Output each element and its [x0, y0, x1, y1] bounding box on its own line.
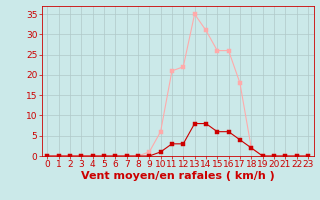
X-axis label: Vent moyen/en rafales ( km/h ): Vent moyen/en rafales ( km/h ) [81, 171, 275, 181]
